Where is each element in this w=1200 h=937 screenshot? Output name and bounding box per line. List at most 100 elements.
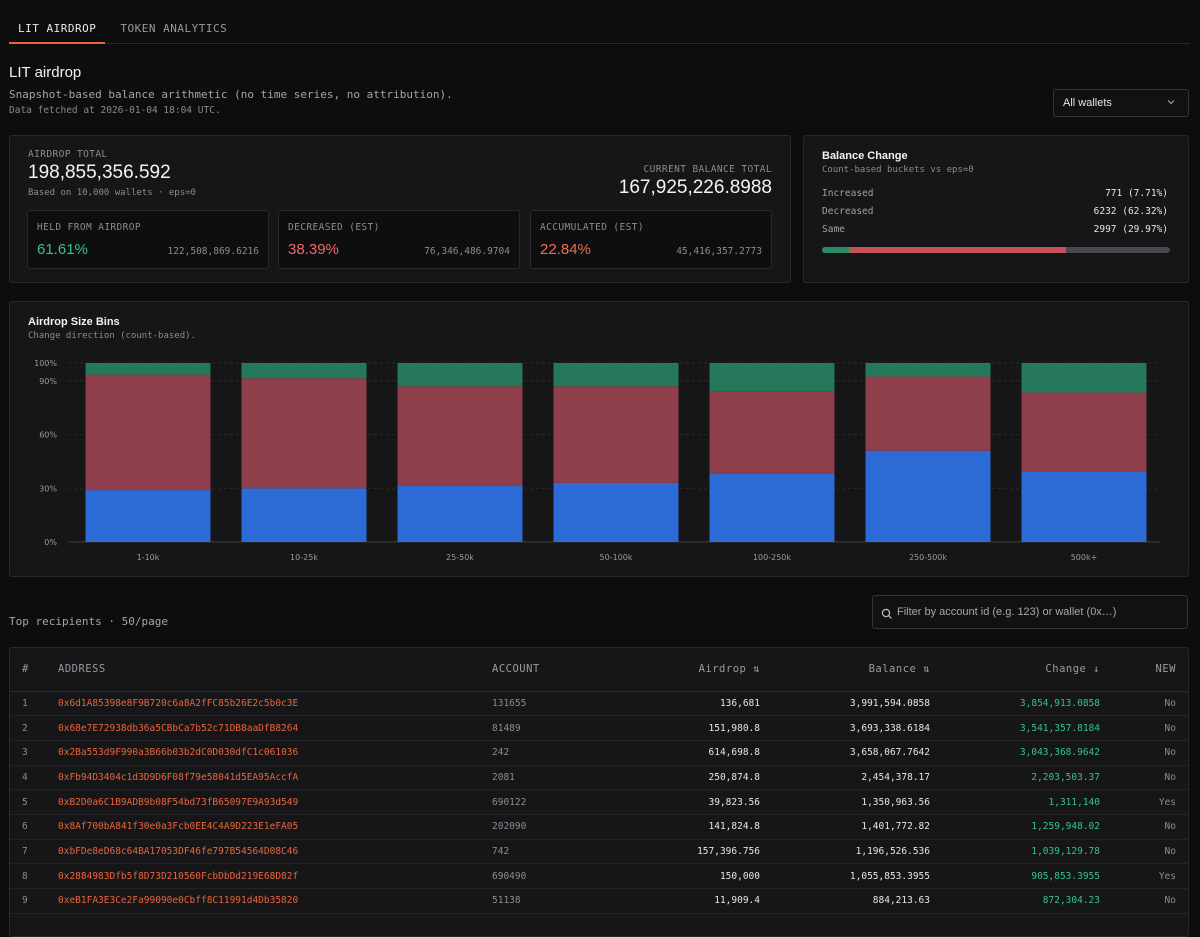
balance-change-title: Balance Change	[822, 150, 908, 162]
current-balance-value: 167,925,226.8988	[618, 177, 772, 198]
airdrop-amount: 39,823.56	[602, 789, 760, 815]
balance-change-subtitle: Count-based buckets vs eps=0	[822, 165, 974, 175]
wallet-address-link[interactable]: 0xB2D0a6C1B9ADB9b08F54bd73fB65097E9A93d5…	[46, 789, 492, 815]
balance-change-panel: Balance Change Count-based buckets vs ep…	[803, 135, 1189, 283]
airdrop-amount: 614,698.8	[602, 740, 760, 766]
bar-same-250-500k	[865, 450, 991, 542]
bar-increased-25-50k	[397, 363, 523, 387]
bar-increased-500k+	[1021, 363, 1147, 393]
held-pct: 61.61%	[37, 241, 88, 258]
table-row[interactable]: 2 0x68e7E72938db36a5CBbCa7b52c71DB8aaDfB8…	[10, 715, 1188, 741]
new-flag: No	[1100, 839, 1188, 865]
row-index: 2	[10, 715, 46, 741]
airdrop-amount: 141,824.8	[602, 814, 760, 840]
account-filter-input[interactable]: Filter by account id (e.g. 123) or walle…	[872, 595, 1188, 629]
bar-decreased-50-100k	[553, 386, 679, 483]
x-tick-label: 250-500k	[909, 553, 947, 562]
bar-same-25-50k	[397, 485, 523, 542]
new-flag: No	[1100, 691, 1188, 717]
table-row[interactable]: 8 0x2884983Dfb5f8D73D210560FcbDbDd219E68D…	[10, 863, 1188, 889]
table-row[interactable]: 4 0xFb94D3404c1d3D9D6F08f79e58041d5EA95Ac…	[10, 765, 1188, 791]
x-tick-label: 100-250k	[753, 553, 791, 562]
bar-increased-10-25k	[241, 363, 367, 379]
row-index: 5	[10, 789, 46, 815]
account-id: 131655	[492, 691, 602, 717]
col-change-sort[interactable]: Change ↓	[930, 648, 1100, 692]
summary-panel: AIRDROP TOTAL 198,855,356.592 Based on 1…	[9, 135, 791, 283]
new-flag: No	[1100, 765, 1188, 791]
bar-same-100-250k	[709, 473, 835, 542]
account-id: 690122	[492, 789, 602, 815]
bar-decreased-10-25k	[241, 378, 367, 489]
page-title: LIT airdrop	[9, 64, 82, 81]
new-flag: No	[1100, 814, 1188, 840]
bar-decreased-25-50k	[397, 386, 523, 486]
table-row[interactable]: 7 0xbFDe8eD68c64BA17053DF46fe797B54564D08…	[10, 839, 1188, 865]
table-row[interactable]: 9 0xeB1FA3E3Ce2Fa99090e0Cbff8C11991d4Db35…	[10, 888, 1188, 914]
airdrop-amount: 250,874.8	[602, 765, 760, 791]
new-flag: Yes	[1100, 863, 1188, 889]
airdrop-note: Based on 10,000 wallets · eps=0	[28, 188, 196, 198]
x-tick-label: 1-10k	[137, 553, 160, 562]
wallet-address-link[interactable]: 0xFb94D3404c1d3D9D6F08f79e58041d5EA95Acc…	[46, 765, 492, 791]
row-index: 9	[10, 888, 46, 914]
change-amount: 3,043,368.9642	[930, 740, 1100, 766]
bar-same	[1065, 247, 1170, 253]
change-amount: 872,304.23	[930, 888, 1100, 914]
bar-decreased-250-500k	[865, 376, 991, 451]
row-index: 7	[10, 839, 46, 865]
wallet-address-link[interactable]: 0xbFDe8eD68c64BA17053DF46fe797B54564D08C…	[46, 839, 492, 865]
new-flag: No	[1100, 740, 1188, 766]
wallet-filter-select[interactable]: All wallets	[1053, 89, 1189, 117]
decreased-pct: 38.39%	[288, 241, 339, 258]
y-tick-label: 90%	[39, 377, 57, 386]
accumulated-value: 45,416,357.2773	[676, 246, 762, 257]
wallet-address-link[interactable]: 0x2Ba553d9F990a3B66b03b2dC0D030dfC1c0610…	[46, 740, 492, 766]
bar-decreased-1-10k	[85, 374, 211, 491]
tab-bar: LIT AIRDROP TOKEN ANALYTICS	[9, 14, 1190, 44]
balance-amount: 1,350,963.56	[760, 789, 930, 815]
y-tick-label: 100%	[34, 359, 57, 368]
balance-amount: 3,693,338.6184	[760, 715, 930, 741]
table-row[interactable]: 6 0x8Af700bA841f30e0a3Fcb0EE4C4A9D223E1eF…	[10, 814, 1188, 840]
change-amount: 2,203,503.37	[930, 765, 1100, 791]
bar-same-50-100k	[553, 482, 679, 542]
col-new: NEW	[1100, 648, 1188, 692]
col-balance-sort[interactable]: Balance ⇅	[760, 648, 930, 692]
tab-token-analytics[interactable]: TOKEN ANALYTICS	[120, 22, 228, 35]
held-label: HELD FROM AIRDROP	[37, 222, 142, 233]
balance-amount: 2,454,378.17	[760, 765, 930, 791]
fetched-timestamp: Data fetched at 2026-01-04 18:04 UTC.	[9, 105, 221, 116]
recipients-table: # ADDRESS ACCOUNT Airdrop ⇅ Balance ⇅ Ch…	[10, 648, 1188, 914]
accumulated-pct: 22.84%	[540, 241, 591, 258]
table-row[interactable]: 5 0xB2D0a6C1B9ADB9b08F54bd73fB65097E9A93d…	[10, 789, 1188, 815]
table-row[interactable]: 1 0x6d1A85398e8F9B720c6a8A2fFC85b26E2c5b0…	[10, 691, 1188, 717]
new-flag: No	[1100, 715, 1188, 741]
x-tick-label: 10-25k	[290, 553, 318, 562]
new-flag: Yes	[1100, 789, 1188, 815]
row-index: 6	[10, 814, 46, 840]
airdrop-amount: 136,681	[602, 691, 760, 717]
tab-lit-airdrop[interactable]: LIT AIRDROP	[9, 14, 106, 44]
wallet-address-link[interactable]: 0x2884983Dfb5f8D73D210560FcbDbDd219E68D8…	[46, 863, 492, 889]
balance-amount: 3,658,067.7642	[760, 740, 930, 766]
held-value: 122,508,869.6216	[167, 246, 259, 257]
wallet-address-link[interactable]: 0xeB1FA3E3Ce2Fa99090e0Cbff8C11991d4Db358…	[46, 888, 492, 914]
account-id: 242	[492, 740, 602, 766]
table-row[interactable]: 3 0x2Ba553d9F990a3B66b03b2dC0D030dfC1c061…	[10, 740, 1188, 766]
airdrop-total-label: AIRDROP TOTAL	[28, 149, 108, 160]
filter-placeholder: Filter by account id (e.g. 123) or walle…	[897, 606, 1117, 618]
wallet-address-link[interactable]: 0x6d1A85398e8F9B720c6a8A2fFC85b26E2c5b0c…	[46, 691, 492, 717]
wallet-address-link[interactable]: 0x8Af700bA841f30e0a3Fcb0EE4C4A9D223E1eFA…	[46, 814, 492, 840]
bar-increased-50-100k	[553, 363, 679, 387]
col-airdrop-sort[interactable]: Airdrop ⇅	[602, 648, 760, 692]
balance-amount: 1,055,853.3955	[760, 863, 930, 889]
decreased-value: 76,346,486.9704	[424, 246, 510, 257]
balance-amount: 1,196,526.536	[760, 839, 930, 865]
x-tick-label: 50-100k	[600, 553, 633, 562]
wallet-address-link[interactable]: 0x68e7E72938db36a5CBbCa7b52c71DB8aaDfB82…	[46, 715, 492, 741]
change-amount: 1,259,948.02	[930, 814, 1100, 840]
account-id: 81489	[492, 715, 602, 741]
decreased-card: DECREASED (EST) 38.39% 76,346,486.9704	[278, 210, 520, 269]
row-index: 8	[10, 863, 46, 889]
